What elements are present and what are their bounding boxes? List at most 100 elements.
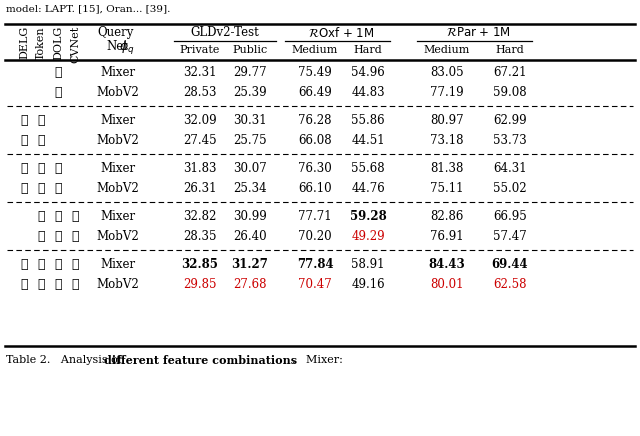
Text: Hard: Hard [354,45,382,55]
Text: 69.44: 69.44 [492,258,528,270]
Text: 66.10: 66.10 [298,183,332,195]
Text: 83.05: 83.05 [430,65,464,78]
Text: 44.76: 44.76 [351,183,385,195]
Text: ✓: ✓ [20,134,28,147]
Text: 31.83: 31.83 [183,161,217,174]
Text: 77.19: 77.19 [430,86,464,99]
Text: 70.20: 70.20 [298,231,332,243]
Text: 77.84: 77.84 [297,258,333,270]
Text: 84.43: 84.43 [429,258,465,270]
Text: 31.27: 31.27 [232,258,268,270]
Text: 44.51: 44.51 [351,134,385,147]
Text: 76.30: 76.30 [298,161,332,174]
Text: ✓: ✓ [37,113,45,126]
Text: 76.28: 76.28 [298,113,332,126]
Text: 64.31: 64.31 [493,161,527,174]
Text: 66.08: 66.08 [298,134,332,147]
Text: ✓: ✓ [20,279,28,292]
Text: ✓: ✓ [37,161,45,174]
Text: 80.01: 80.01 [430,279,464,292]
Text: MobV2: MobV2 [97,134,140,147]
Text: 70.47: 70.47 [298,279,332,292]
Text: ✓: ✓ [54,86,61,99]
Text: 32.82: 32.82 [183,210,217,222]
Text: .   Mixer:: . Mixer: [292,355,343,365]
Text: $\mathcal{R}$Oxf + 1M: $\mathcal{R}$Oxf + 1M [308,26,374,40]
Text: 55.02: 55.02 [493,183,527,195]
Text: Mixer: Mixer [100,113,136,126]
Text: ✓: ✓ [37,183,45,195]
Text: ✓: ✓ [20,113,28,126]
Text: Mixer: Mixer [100,258,136,270]
Text: 53.73: 53.73 [493,134,527,147]
Text: Public: Public [232,45,268,55]
Text: Mixer: Mixer [100,65,136,78]
Text: 80.97: 80.97 [430,113,464,126]
Text: 25.39: 25.39 [233,86,267,99]
Text: 54.96: 54.96 [351,65,385,78]
Text: DELG: DELG [19,26,29,59]
Text: 66.49: 66.49 [298,86,332,99]
Text: 81.38: 81.38 [430,161,464,174]
Text: 49.29: 49.29 [351,231,385,243]
Text: 25.75: 25.75 [233,134,267,147]
Text: $\phi_q$: $\phi_q$ [119,39,134,57]
Text: ✓: ✓ [54,161,61,174]
Text: ✓: ✓ [71,279,79,292]
Text: MobV2: MobV2 [97,183,140,195]
Text: 62.58: 62.58 [493,279,527,292]
Text: ✓: ✓ [54,183,61,195]
Text: Medium: Medium [424,45,470,55]
Text: Token: Token [36,26,46,60]
Text: CVNet: CVNet [70,26,80,63]
Text: ✓: ✓ [54,258,61,270]
Text: Private: Private [180,45,220,55]
Text: 32.09: 32.09 [183,113,217,126]
Text: 28.53: 28.53 [183,86,217,99]
Text: MobV2: MobV2 [97,231,140,243]
Text: 26.40: 26.40 [233,231,267,243]
Text: 32.31: 32.31 [183,65,217,78]
Text: 25.34: 25.34 [233,183,267,195]
Text: ✓: ✓ [20,161,28,174]
Text: MobV2: MobV2 [97,279,140,292]
Text: ✓: ✓ [54,231,61,243]
Text: 59.28: 59.28 [349,210,387,222]
Text: Hard: Hard [495,45,524,55]
Text: ✓: ✓ [20,258,28,270]
Text: 67.21: 67.21 [493,65,527,78]
Text: 75.11: 75.11 [430,183,464,195]
Text: 29.85: 29.85 [183,279,217,292]
Text: 49.16: 49.16 [351,279,385,292]
Text: 27.68: 27.68 [233,279,267,292]
Text: 58.91: 58.91 [351,258,385,270]
Text: ✓: ✓ [71,210,79,222]
Text: ✓: ✓ [20,183,28,195]
Text: $\mathcal{R}$Par + 1M: $\mathcal{R}$Par + 1M [446,26,511,39]
Text: 55.86: 55.86 [351,113,385,126]
Text: 73.18: 73.18 [430,134,464,147]
Text: 30.99: 30.99 [233,210,267,222]
Text: 66.95: 66.95 [493,210,527,222]
Text: 75.49: 75.49 [298,65,332,78]
Text: 44.83: 44.83 [351,86,385,99]
Text: ✓: ✓ [37,210,45,222]
Text: 30.31: 30.31 [233,113,267,126]
Text: 57.47: 57.47 [493,231,527,243]
Text: ✓: ✓ [54,65,61,78]
Text: 77.71: 77.71 [298,210,332,222]
Text: Table 2.   Analysis of: Table 2. Analysis of [6,355,125,365]
Text: 82.86: 82.86 [430,210,464,222]
Text: GLDv2-Test: GLDv2-Test [191,26,259,39]
Text: 30.07: 30.07 [233,161,267,174]
Text: 26.31: 26.31 [183,183,217,195]
Text: ✓: ✓ [37,279,45,292]
Text: MobV2: MobV2 [97,86,140,99]
Text: 27.45: 27.45 [183,134,217,147]
Text: DOLG: DOLG [53,26,63,60]
Text: Net: Net [106,40,128,53]
Text: ✓: ✓ [54,279,61,292]
Text: 76.91: 76.91 [430,231,464,243]
Text: ✓: ✓ [37,258,45,270]
Text: Mixer: Mixer [100,210,136,222]
